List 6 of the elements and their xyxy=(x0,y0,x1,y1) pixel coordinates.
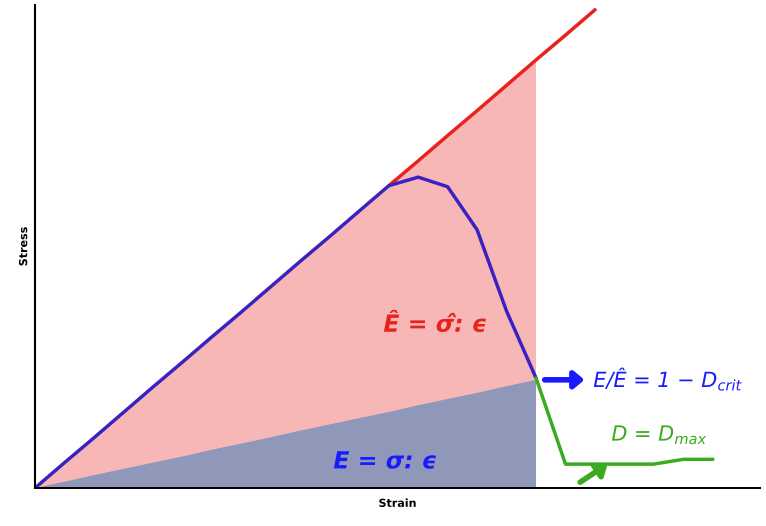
annotation: E/Ê = 1 − D$_{crit}$ xyxy=(594,368,742,391)
annotation: D = D$_{max}$ xyxy=(612,425,706,444)
annotation: Ê = σ̂: ϵ xyxy=(384,310,486,332)
y-axis-title: Stress xyxy=(18,227,28,266)
x-axis-title: Strain xyxy=(379,498,416,508)
annotation: E = σ: ϵ xyxy=(334,451,436,469)
